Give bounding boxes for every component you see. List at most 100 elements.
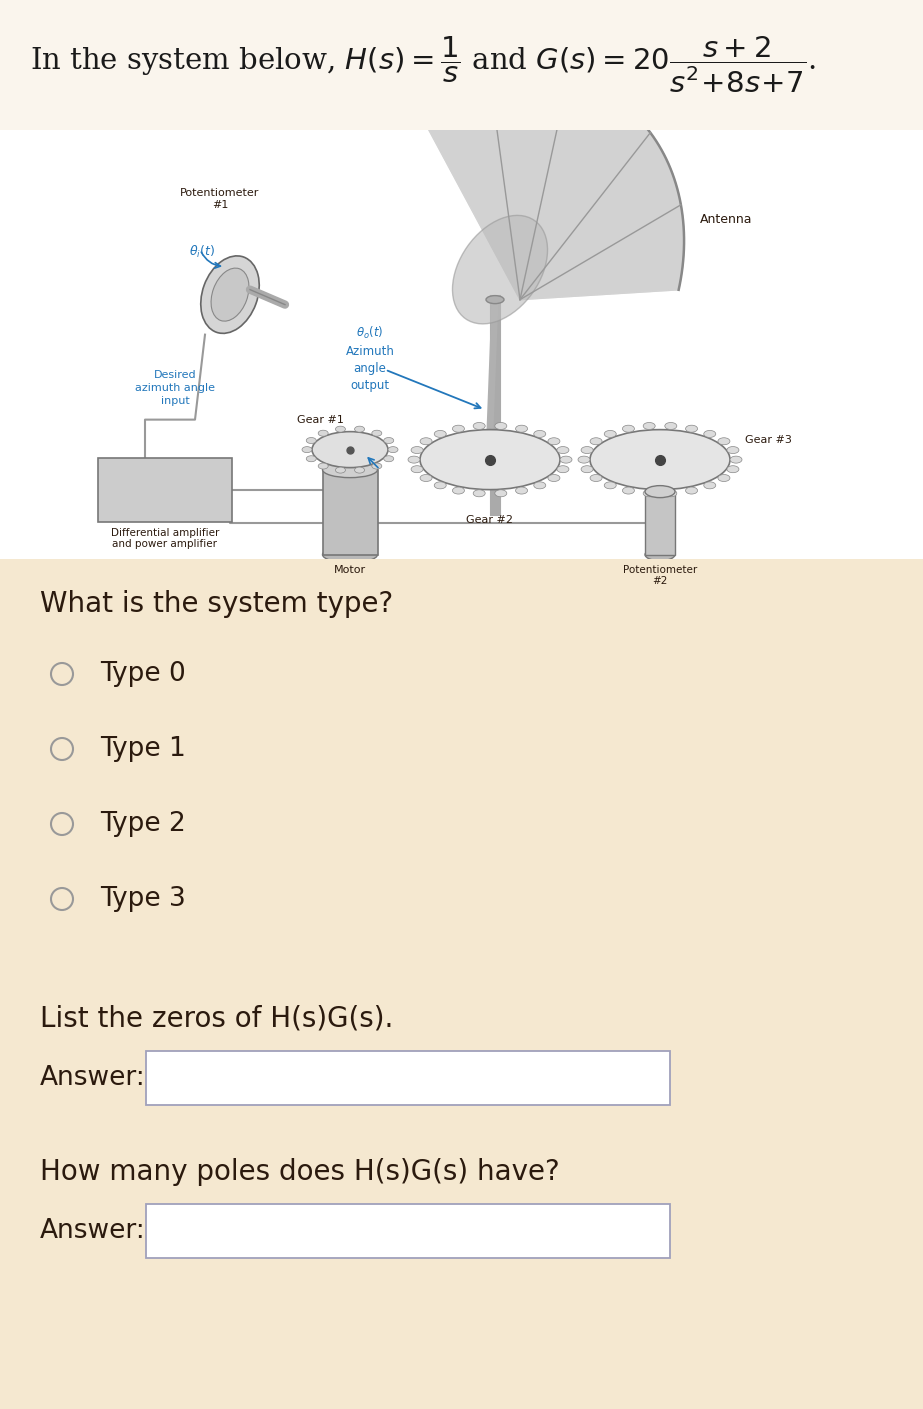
Ellipse shape xyxy=(354,426,365,433)
Ellipse shape xyxy=(533,430,545,437)
Text: $\theta_i(t)$: $\theta_i(t)$ xyxy=(189,244,215,259)
Ellipse shape xyxy=(318,464,329,469)
Ellipse shape xyxy=(590,475,602,482)
Ellipse shape xyxy=(622,426,634,433)
Ellipse shape xyxy=(557,466,569,472)
Text: Antenna: Antenna xyxy=(700,213,752,225)
Ellipse shape xyxy=(645,486,675,497)
Text: Answer:: Answer: xyxy=(40,1217,146,1244)
Text: Type 0: Type 0 xyxy=(100,661,186,688)
Ellipse shape xyxy=(335,468,345,473)
Text: How many poles does H(s)G(s) have?: How many poles does H(s)G(s) have? xyxy=(40,1158,559,1186)
Ellipse shape xyxy=(581,466,593,472)
FancyBboxPatch shape xyxy=(645,492,675,555)
Ellipse shape xyxy=(516,488,528,495)
Ellipse shape xyxy=(388,447,398,452)
Text: Type 3: Type 3 xyxy=(100,886,186,912)
Ellipse shape xyxy=(516,426,528,433)
Ellipse shape xyxy=(578,457,590,464)
Ellipse shape xyxy=(306,438,317,444)
Ellipse shape xyxy=(703,430,715,437)
FancyBboxPatch shape xyxy=(0,559,923,1409)
Ellipse shape xyxy=(643,423,655,430)
Ellipse shape xyxy=(302,447,312,452)
Text: Differential amplifier
and power amplifier: Differential amplifier and power amplifi… xyxy=(111,527,219,550)
Text: $\theta_o(t)$
Azimuth
angle
output: $\theta_o(t)$ Azimuth angle output xyxy=(345,324,394,392)
FancyBboxPatch shape xyxy=(323,469,378,555)
Ellipse shape xyxy=(727,466,739,472)
Ellipse shape xyxy=(306,455,317,462)
Ellipse shape xyxy=(372,464,382,469)
Ellipse shape xyxy=(420,430,560,490)
Ellipse shape xyxy=(452,216,547,324)
Ellipse shape xyxy=(590,438,602,445)
Ellipse shape xyxy=(645,548,675,561)
Ellipse shape xyxy=(322,462,378,478)
Ellipse shape xyxy=(590,430,730,490)
Ellipse shape xyxy=(473,490,485,497)
Ellipse shape xyxy=(384,438,394,444)
Ellipse shape xyxy=(622,488,634,495)
Ellipse shape xyxy=(420,475,432,482)
Text: Motor: Motor xyxy=(334,565,366,575)
Ellipse shape xyxy=(605,430,617,437)
Ellipse shape xyxy=(718,475,730,482)
FancyBboxPatch shape xyxy=(146,1205,670,1258)
Ellipse shape xyxy=(686,426,698,433)
Text: Desired
azimuth angle
input: Desired azimuth angle input xyxy=(135,369,215,406)
Polygon shape xyxy=(416,72,684,300)
Text: Potentiometer
#1: Potentiometer #1 xyxy=(180,187,259,210)
Text: Potentiometer
#2: Potentiometer #2 xyxy=(623,565,697,586)
Ellipse shape xyxy=(665,423,677,430)
FancyBboxPatch shape xyxy=(98,458,232,521)
Ellipse shape xyxy=(434,482,446,489)
Text: Type 1: Type 1 xyxy=(100,735,186,762)
Ellipse shape xyxy=(605,482,617,489)
FancyBboxPatch shape xyxy=(0,0,923,130)
Ellipse shape xyxy=(452,488,464,495)
Ellipse shape xyxy=(420,438,432,445)
Text: In the system below, $\mathit{H}(s) = \dfrac{1}{s}$ and $\mathit{G}(s) = 20\dfra: In the system below, $\mathit{H}(s) = \d… xyxy=(30,35,816,94)
Ellipse shape xyxy=(495,490,507,497)
Ellipse shape xyxy=(411,466,423,472)
Ellipse shape xyxy=(384,455,394,462)
FancyBboxPatch shape xyxy=(146,1051,670,1105)
Text: What is the system type?: What is the system type? xyxy=(40,590,393,619)
Ellipse shape xyxy=(473,423,485,430)
Ellipse shape xyxy=(730,457,742,464)
Ellipse shape xyxy=(452,426,464,433)
Ellipse shape xyxy=(548,475,560,482)
Ellipse shape xyxy=(727,447,739,454)
Text: Answer:: Answer: xyxy=(40,1065,146,1091)
Text: Gear #3: Gear #3 xyxy=(745,434,792,445)
Ellipse shape xyxy=(718,438,730,445)
Ellipse shape xyxy=(408,457,420,464)
Ellipse shape xyxy=(322,547,378,562)
Ellipse shape xyxy=(318,430,329,437)
Ellipse shape xyxy=(581,447,593,454)
Text: Gear #1: Gear #1 xyxy=(296,414,343,424)
Polygon shape xyxy=(416,72,684,300)
Ellipse shape xyxy=(686,488,698,495)
FancyBboxPatch shape xyxy=(0,130,923,559)
Ellipse shape xyxy=(335,426,345,433)
Ellipse shape xyxy=(665,490,677,497)
Ellipse shape xyxy=(533,482,545,489)
Ellipse shape xyxy=(434,430,446,437)
Text: Gear #2: Gear #2 xyxy=(466,514,513,524)
Ellipse shape xyxy=(557,447,569,454)
Ellipse shape xyxy=(411,447,423,454)
Ellipse shape xyxy=(312,431,388,468)
Text: Type 2: Type 2 xyxy=(100,812,186,837)
Ellipse shape xyxy=(201,256,259,334)
Ellipse shape xyxy=(703,482,715,489)
Ellipse shape xyxy=(560,457,572,464)
Ellipse shape xyxy=(643,490,655,497)
Ellipse shape xyxy=(354,468,365,473)
Ellipse shape xyxy=(548,438,560,445)
Ellipse shape xyxy=(495,423,507,430)
Ellipse shape xyxy=(211,268,249,321)
Ellipse shape xyxy=(486,296,504,303)
Text: List the zeros of H(s)G(s).: List the zeros of H(s)G(s). xyxy=(40,1005,393,1033)
Ellipse shape xyxy=(372,430,382,437)
